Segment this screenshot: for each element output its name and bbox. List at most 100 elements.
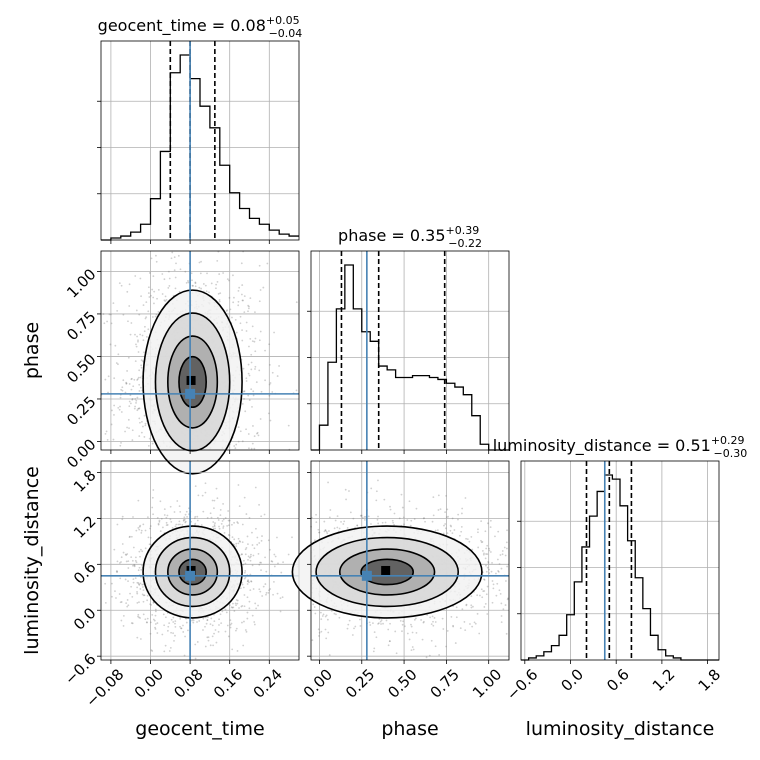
- scatter-point: [263, 513, 266, 516]
- scatter-point: [171, 527, 174, 529]
- scatter-point: [238, 286, 241, 289]
- scatter-point: [138, 383, 141, 386]
- scatter-point: [347, 623, 350, 626]
- scatter-point: [212, 644, 215, 647]
- scatter-point: [370, 487, 373, 490]
- scatter-point: [436, 529, 439, 531]
- scatter-point: [128, 536, 131, 539]
- scatter-point: [178, 505, 181, 508]
- scatter-point: [246, 583, 249, 585]
- scatter-point: [245, 380, 248, 382]
- scatter-point: [164, 295, 167, 298]
- scatter-point: [226, 278, 229, 281]
- scatter-point: [210, 617, 213, 620]
- scatter-point: [324, 615, 327, 618]
- scatter-point: [218, 618, 220, 621]
- scatter-point: [131, 398, 134, 401]
- scatter-point: [506, 598, 509, 601]
- scatter-point: [499, 592, 502, 595]
- scatter-point: [446, 630, 449, 632]
- scatter-point: [134, 577, 137, 580]
- scatter-point: [497, 570, 500, 573]
- scatter-point: [217, 519, 220, 521]
- scatter-point: [227, 533, 230, 536]
- truth-marker: [185, 388, 196, 399]
- scatter-point: [218, 273, 221, 275]
- scatter-point: [174, 634, 176, 637]
- scatter-point: [465, 603, 468, 606]
- scatter-point: [137, 376, 140, 379]
- scatter-point: [500, 621, 503, 623]
- scatter-point: [259, 418, 262, 420]
- scatter-point: [253, 547, 256, 550]
- scatter-point: [138, 417, 141, 420]
- scatter-point: [277, 562, 279, 565]
- scatter-point: [137, 351, 140, 353]
- scatter-point: [226, 624, 229, 627]
- scatter-point: [121, 386, 124, 389]
- x-tick-label: 0.75: [427, 665, 463, 701]
- scatter-point: [202, 510, 205, 513]
- scatter-point: [340, 520, 342, 523]
- scatter-point: [506, 565, 509, 568]
- scatter-point: [166, 514, 169, 517]
- scatter-point: [206, 619, 209, 622]
- scatter-point: [152, 275, 155, 278]
- scatter-point: [126, 426, 128, 429]
- scatter-point: [287, 424, 290, 427]
- scatter-point: [237, 484, 240, 486]
- scatter-point: [164, 644, 167, 647]
- scatter-point: [235, 627, 238, 630]
- scatter-point: [212, 521, 215, 523]
- scatter-point: [223, 531, 226, 534]
- scatter-point: [446, 508, 449, 511]
- scatter-point: [179, 510, 182, 513]
- scatter-point: [295, 301, 298, 304]
- scatter-point: [185, 281, 188, 284]
- title-upper-error: +0.39: [446, 224, 480, 237]
- scatter-point: [215, 487, 218, 490]
- scatter-point: [423, 517, 425, 519]
- scatter-point: [323, 530, 326, 533]
- scatter-point: [187, 281, 190, 284]
- scatter-point: [119, 577, 122, 580]
- scatter-point: [180, 627, 182, 630]
- density-peak: [186, 565, 196, 575]
- scatter-point: [359, 514, 362, 517]
- scatter-point: [157, 522, 160, 525]
- scatter-point: [119, 444, 122, 447]
- scatter-point: [232, 602, 234, 605]
- scatter-point: [237, 300, 240, 303]
- scatter-point: [415, 507, 418, 510]
- scatter-point: [142, 425, 144, 428]
- scatter-point: [179, 617, 182, 620]
- scatter-point: [140, 548, 142, 551]
- scatter-point: [258, 300, 261, 303]
- scatter-point: [153, 290, 156, 293]
- scatter-point: [229, 626, 232, 629]
- scatter-point: [481, 550, 484, 552]
- scatter-point: [349, 511, 352, 514]
- scatter-point: [324, 529, 327, 532]
- scatter-point: [202, 629, 204, 631]
- scatter-point: [225, 310, 228, 312]
- scatter-point: [142, 304, 145, 306]
- scatter-point: [141, 360, 144, 363]
- scatter-point: [273, 331, 275, 334]
- scatter-point: [264, 349, 266, 352]
- scatter-point: [232, 274, 234, 277]
- scatter-point: [367, 515, 370, 518]
- scatter-point: [248, 447, 250, 450]
- scatter-point: [457, 513, 460, 516]
- scatter-point: [261, 535, 263, 537]
- scatter-point: [398, 517, 401, 520]
- scatter-point: [136, 409, 139, 412]
- scatter-point: [250, 447, 253, 450]
- scatter-point: [198, 261, 201, 264]
- scatter-point: [406, 519, 409, 521]
- scatter-point: [141, 420, 143, 423]
- scatter-point: [249, 559, 252, 562]
- scatter-point: [335, 613, 337, 616]
- scatter-point: [251, 340, 254, 342]
- scatter-point: [207, 636, 210, 639]
